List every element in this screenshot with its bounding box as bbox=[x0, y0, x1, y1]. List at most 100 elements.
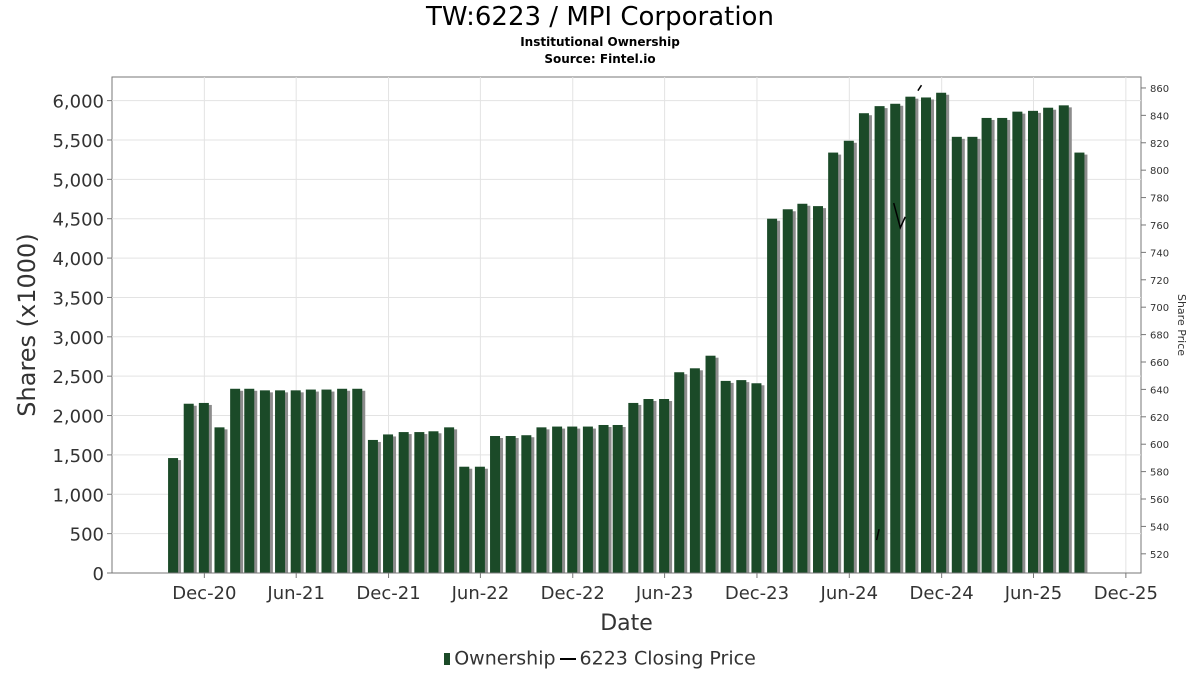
ownership-bar bbox=[828, 152, 839, 574]
ownership-bar bbox=[275, 390, 286, 573]
x-tick-label: Dec-20 bbox=[172, 583, 236, 604]
y-tick-label: 6,000 bbox=[52, 92, 104, 113]
x-tick-label: Dec-21 bbox=[356, 583, 420, 604]
ownership-bar bbox=[936, 92, 947, 573]
ownership-bar bbox=[674, 372, 685, 573]
ownership-bar bbox=[767, 218, 778, 573]
ownership-bar bbox=[230, 388, 241, 573]
ownership-bar bbox=[659, 399, 670, 573]
ownership-bar bbox=[736, 380, 747, 573]
y2-tick-label: 640 bbox=[1150, 385, 1169, 396]
ownership-bar bbox=[967, 136, 978, 574]
ownership-bar bbox=[536, 427, 547, 573]
y2-tick-label: 720 bbox=[1150, 276, 1169, 287]
ownership-bar bbox=[398, 432, 409, 573]
y-tick-label: 4,500 bbox=[52, 210, 104, 231]
legend-ownership-label: Ownership bbox=[454, 647, 556, 670]
ownership-bar bbox=[905, 96, 916, 573]
price-line bbox=[875, 529, 880, 541]
ownership-bar bbox=[797, 203, 808, 573]
x-tick-label: Dec-24 bbox=[910, 583, 974, 604]
y2-tick-label: 600 bbox=[1150, 440, 1169, 451]
y-tick-label: 1,500 bbox=[52, 446, 104, 467]
y2-axis-title: Share Price bbox=[1175, 294, 1188, 356]
ownership-bar bbox=[858, 113, 869, 573]
ownership-bar bbox=[305, 389, 316, 573]
ownership-bar bbox=[414, 432, 425, 573]
ownership-bar bbox=[843, 140, 854, 573]
ownership-bar bbox=[705, 355, 716, 573]
y-tick-label: 5,000 bbox=[52, 170, 104, 191]
ownership-bar bbox=[890, 103, 901, 574]
y2-tick-label: 800 bbox=[1150, 166, 1169, 177]
ownership-bar bbox=[490, 436, 501, 573]
y2-tick-label: 780 bbox=[1150, 194, 1169, 205]
ownership-bar bbox=[214, 427, 225, 573]
y-tick-label: 4,000 bbox=[52, 249, 104, 270]
chart-title: TW:6223 / MPI Corporation bbox=[426, 2, 774, 32]
chart-subtitle: Institutional Ownership bbox=[520, 35, 680, 49]
y-tick-label: 500 bbox=[70, 525, 104, 546]
ownership-bar bbox=[428, 431, 439, 573]
ownership-bar bbox=[505, 436, 516, 573]
ownership-bar bbox=[997, 117, 1008, 573]
y2-tick-label: 840 bbox=[1150, 111, 1169, 122]
y2-tick-label: 820 bbox=[1150, 139, 1169, 150]
ownership-bar bbox=[1028, 110, 1039, 573]
ownership-bar bbox=[612, 424, 623, 573]
ownership-bar bbox=[598, 424, 609, 573]
ownership-bar bbox=[367, 439, 378, 573]
ownership-bar bbox=[321, 389, 332, 573]
ownership-bar bbox=[352, 388, 363, 573]
y2-tick-label: 680 bbox=[1150, 331, 1169, 342]
ownership-bar bbox=[383, 434, 394, 573]
y2-tick-label: 560 bbox=[1150, 495, 1169, 506]
y2-tick-label: 660 bbox=[1150, 358, 1169, 369]
ownership-bar bbox=[168, 458, 179, 573]
ownership-bar bbox=[751, 383, 762, 573]
ownership-bar bbox=[474, 466, 485, 573]
y-tick-label: 0 bbox=[93, 564, 104, 585]
y-tick-label: 2,500 bbox=[52, 367, 104, 388]
ownership-bar bbox=[981, 117, 992, 573]
chart-legend: Ownership 6223 Closing Price bbox=[0, 647, 1200, 670]
ownership-bar bbox=[459, 466, 470, 573]
ownership-bar bbox=[720, 380, 731, 573]
ownership-bar bbox=[1074, 152, 1085, 574]
ownership-bar bbox=[921, 97, 932, 573]
ownership-bar bbox=[813, 206, 824, 573]
x-tick-label: Jun-22 bbox=[451, 583, 510, 604]
ownership-bar bbox=[183, 403, 194, 573]
y2-tick-label: 620 bbox=[1150, 413, 1169, 424]
price-line bbox=[917, 84, 923, 92]
ownership-bar bbox=[337, 388, 348, 573]
y2-tick-label: 700 bbox=[1150, 303, 1169, 314]
y2-tick-label: 860 bbox=[1150, 84, 1169, 95]
y-tick-label: 1,000 bbox=[52, 485, 104, 506]
ownership-bar bbox=[1058, 105, 1069, 573]
y-axis-title: Shares (x1000) bbox=[13, 233, 41, 416]
price-legend-swatch bbox=[559, 657, 576, 660]
chart-source: Source: Fintel.io bbox=[544, 52, 656, 66]
ownership-bar bbox=[782, 209, 793, 573]
ownership-bar bbox=[643, 399, 654, 573]
x-tick-label: Jun-24 bbox=[820, 583, 879, 604]
ownership-bar bbox=[290, 390, 301, 573]
ownership-bar bbox=[1043, 107, 1054, 573]
price-line bbox=[892, 202, 906, 230]
ownership-bar bbox=[552, 426, 563, 573]
ownership-bar bbox=[259, 390, 270, 573]
y2-tick-label: 580 bbox=[1150, 468, 1169, 479]
ownership-bar bbox=[689, 368, 700, 573]
ownership-bar bbox=[198, 402, 209, 573]
x-axis-title: Date bbox=[600, 611, 653, 636]
ownership-bar bbox=[628, 402, 639, 573]
ownership-bar bbox=[951, 136, 962, 574]
x-tick-label: Dec-23 bbox=[725, 583, 789, 604]
x-tick-label: Jun-21 bbox=[266, 583, 325, 604]
y-tick-label: 3,000 bbox=[52, 328, 104, 349]
ownership-bar bbox=[521, 435, 532, 573]
x-tick-label: Dec-25 bbox=[1094, 583, 1158, 604]
x-tick-label: Dec-22 bbox=[541, 583, 605, 604]
